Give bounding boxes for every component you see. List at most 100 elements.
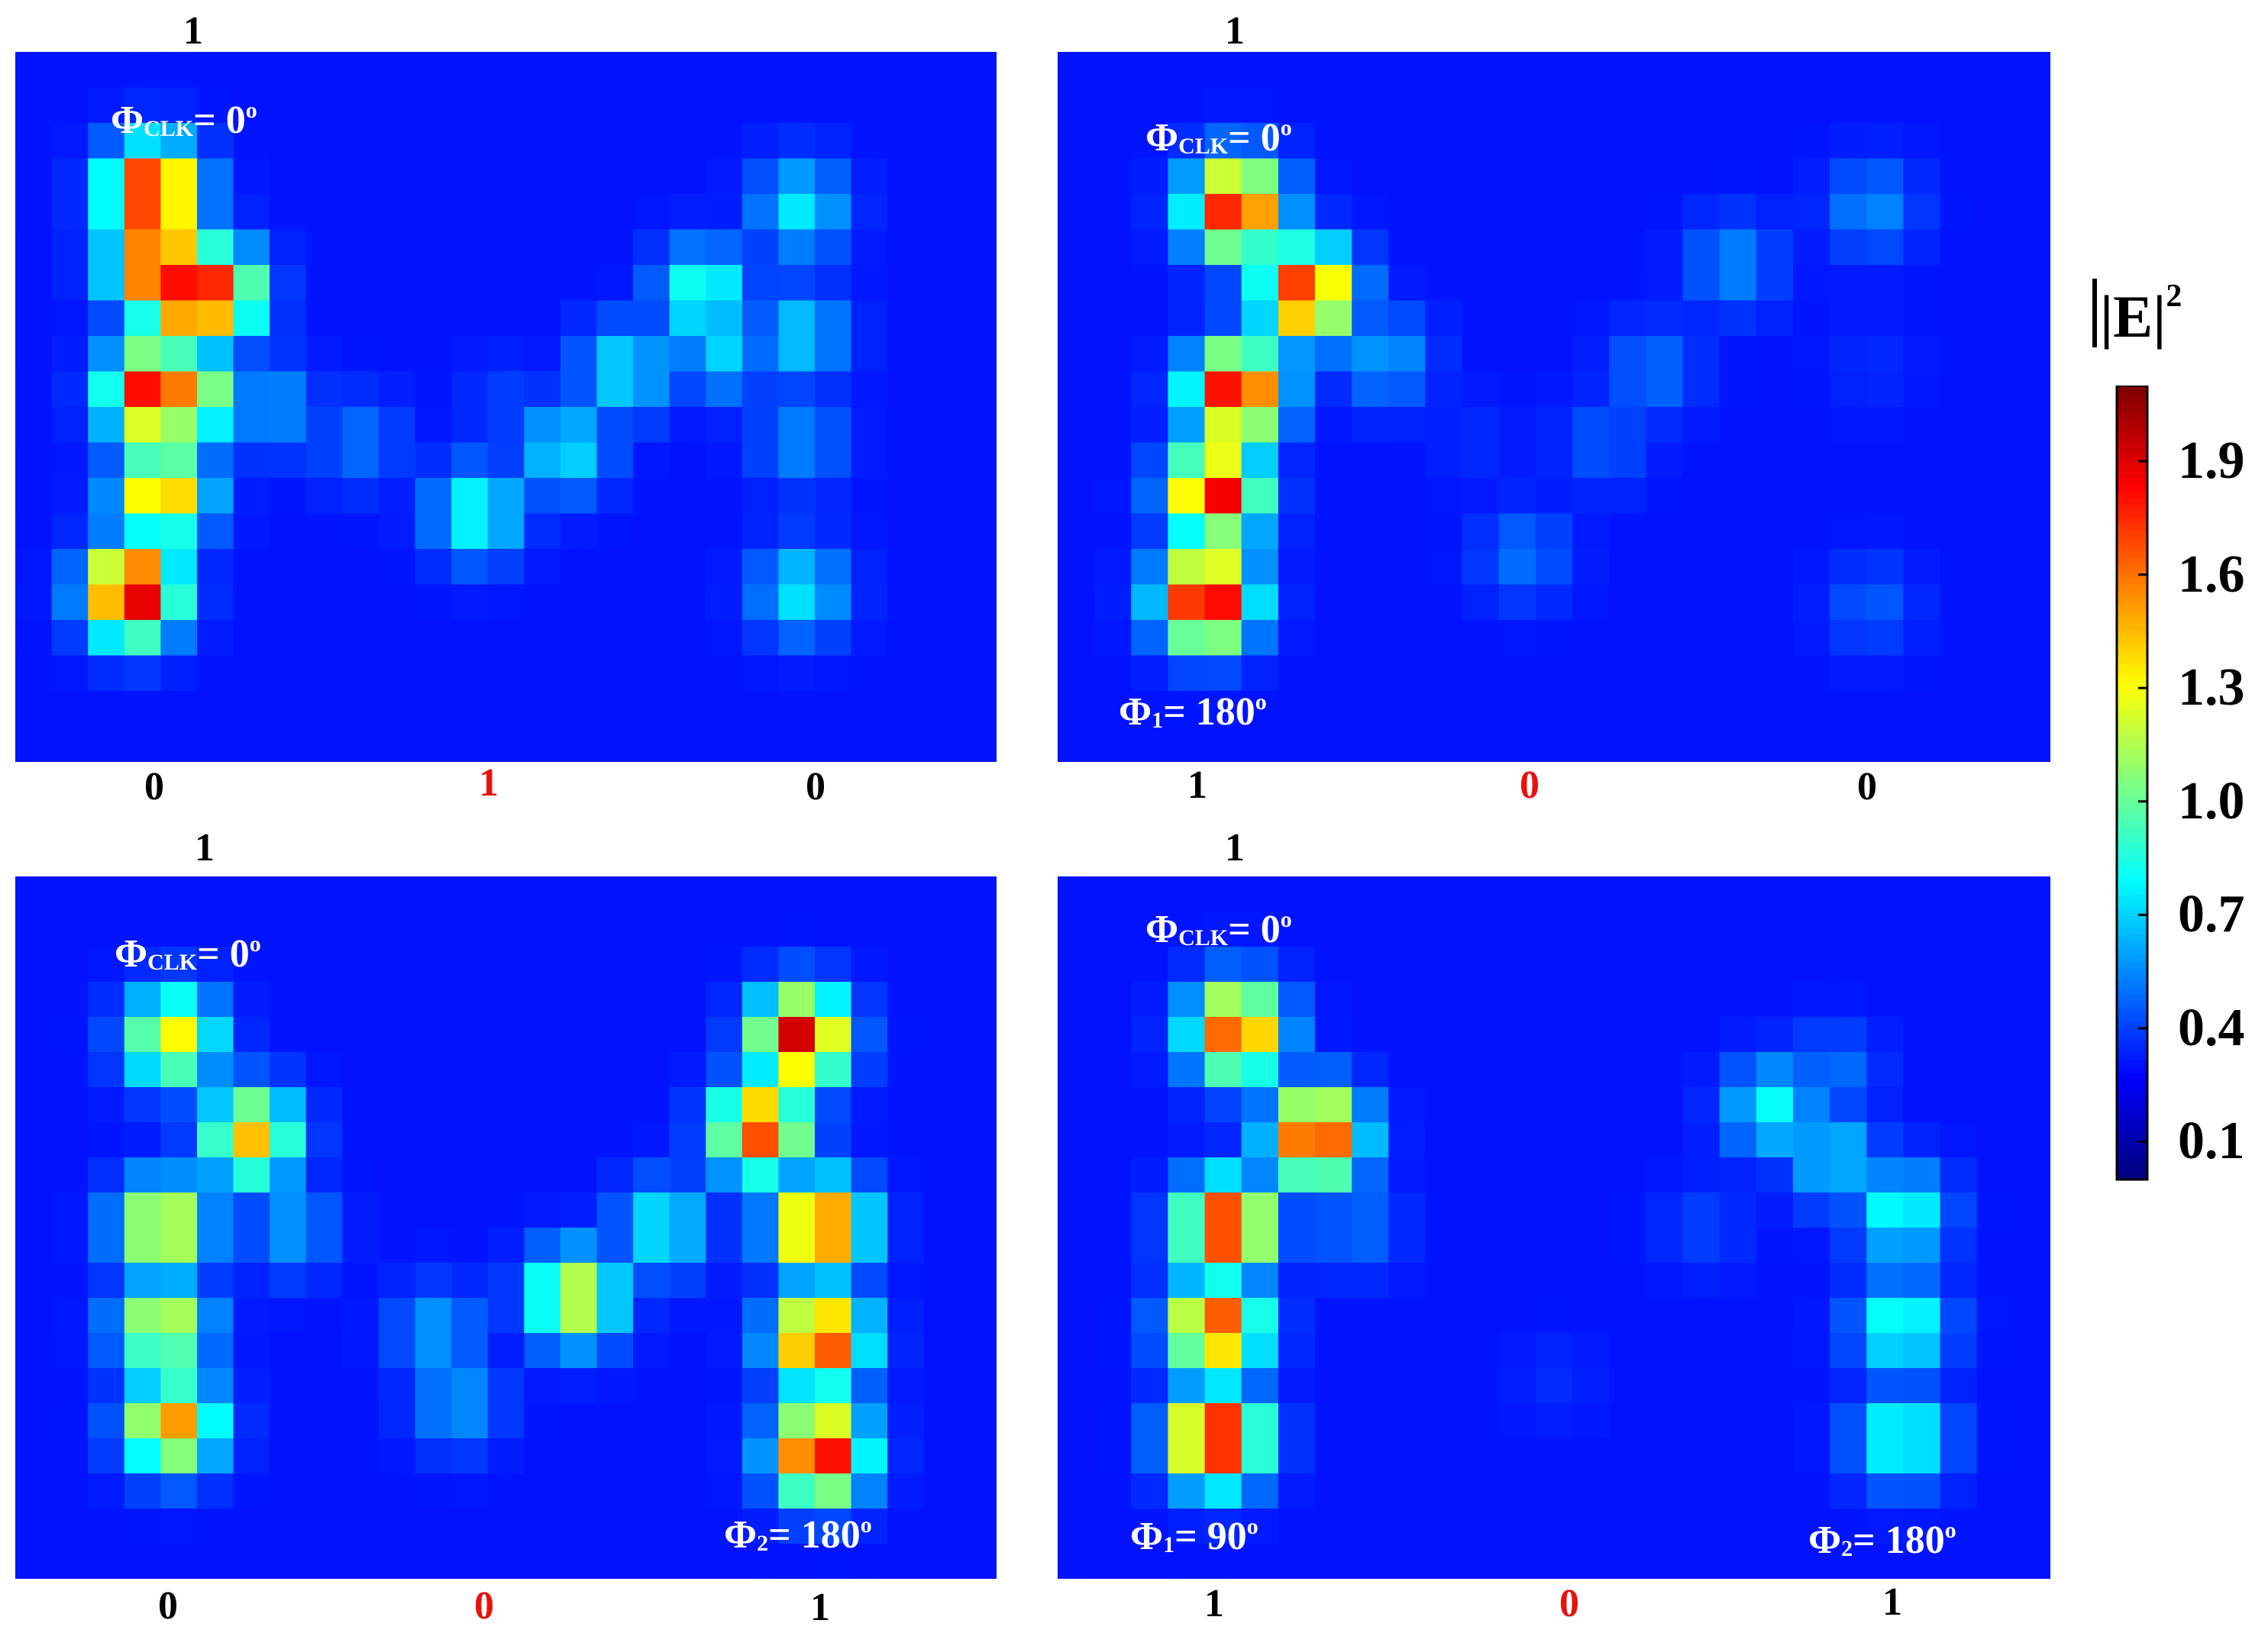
heatmap-cell [1682, 549, 1720, 586]
heatmap-cell [669, 1403, 706, 1439]
bottom-label: 1 [1187, 763, 1207, 807]
heatmap-cell [1535, 158, 1573, 195]
heatmap-cell [197, 1017, 234, 1053]
heatmap-cell [1940, 1298, 1978, 1334]
heatmap-cell [1940, 655, 1978, 692]
heatmap-cell [851, 371, 888, 408]
heatmap-cell [778, 513, 816, 550]
heatmap-cell [51, 982, 89, 1018]
heatmap-cell [1719, 1052, 1757, 1088]
heatmap-cell [51, 947, 89, 983]
heatmap-cell [160, 1017, 198, 1053]
heatmap-cell [778, 876, 816, 912]
heatmap-cell [1719, 1368, 1757, 1404]
heatmap-cell [1793, 1438, 1830, 1474]
heatmap-panel-top-right [1058, 52, 2050, 762]
heatmap-cell [1866, 1087, 1904, 1123]
heatmap-cell [1131, 1263, 1168, 1299]
heatmap-cell [596, 1438, 634, 1474]
heatmap-cell [778, 87, 816, 124]
heatmap-cell [596, 947, 634, 983]
colorbar-segment [2117, 1166, 2147, 1174]
heatmap-cell [15, 584, 53, 621]
heatmap-cell [1866, 1368, 1904, 1404]
heatmap-cell [1682, 1333, 1720, 1369]
heatmap-cell [415, 123, 452, 160]
heatmap-cell [270, 691, 307, 728]
heatmap-cell [596, 655, 634, 692]
heatmap-cell [197, 442, 234, 479]
heatmap-cell [2013, 407, 2050, 444]
heatmap-cell [124, 513, 161, 550]
heatmap-cell [1719, 407, 1757, 444]
heatmap-cell [1425, 265, 1463, 302]
heatmap-cell [160, 1509, 198, 1544]
colorbar-segment [2117, 994, 2147, 1002]
heatmap-cell [233, 947, 270, 983]
heatmap-cell [741, 87, 780, 124]
heatmap-cell [1609, 87, 1646, 124]
colorbar-segment [2117, 1073, 2147, 1081]
colorbar-segment [2117, 445, 2147, 453]
heatmap-cell [487, 726, 525, 762]
heatmap-cell [1131, 1509, 1168, 1544]
heatmap-cell [88, 1473, 125, 1509]
heatmap-cell [1572, 1544, 1610, 1579]
heatmap-cell [1204, 982, 1242, 1018]
heatmap-cell [596, 620, 634, 657]
heatmap-cell [669, 336, 706, 373]
heatmap-cell [233, 229, 270, 266]
heatmap-cell [560, 265, 598, 302]
heatmap-cell [451, 1122, 489, 1158]
heatmap-cell [1903, 1228, 1941, 1263]
heatmap-cell [1498, 726, 1536, 762]
heatmap-cell [1204, 726, 1242, 762]
heatmap-cell [1425, 1052, 1463, 1088]
heatmap-cell [1646, 1438, 1684, 1474]
heatmap-cell [378, 123, 416, 160]
heatmap-cell [1131, 1473, 1168, 1509]
heatmap-cell [451, 513, 489, 550]
heatmap-cell [51, 1403, 89, 1439]
heatmap-cell [1278, 158, 1316, 195]
heatmap-cell [1241, 1263, 1279, 1299]
heatmap-cell [887, 158, 925, 195]
heatmap-cell [1609, 1333, 1646, 1369]
heatmap-cell [1976, 1438, 2014, 1474]
heatmap-cell [669, 194, 706, 231]
heatmap-cell [305, 876, 343, 912]
heatmap-cell [1535, 1263, 1573, 1299]
heatmap-cell [1976, 726, 2014, 762]
heatmap-cell [1793, 1368, 1830, 1404]
heatmap-cell [233, 1228, 270, 1263]
heatmap-cell [1131, 442, 1168, 479]
heatmap-cell [596, 1403, 634, 1439]
heatmap-cell [1315, 584, 1352, 621]
heatmap-cell [633, 158, 670, 195]
heatmap-cell [487, 1333, 525, 1369]
heatmap-cell [88, 1509, 125, 1544]
heatmap-cell [560, 194, 598, 231]
heatmap-cell [2013, 912, 2050, 947]
heatmap-cell [1315, 87, 1352, 124]
heatmap-cell [851, 229, 888, 266]
heatmap-cell [378, 87, 416, 124]
heatmap-cell [2013, 123, 2050, 160]
heatmap-cell [923, 336, 961, 373]
heatmap-cell [1830, 655, 1867, 692]
heatmap-cell [596, 691, 634, 728]
heatmap-cell [815, 87, 852, 124]
heatmap-cell [1646, 371, 1684, 408]
heatmap-cell [596, 478, 634, 515]
colorbar-segment [2117, 749, 2147, 757]
heatmap-cell [524, 726, 561, 762]
heatmap-cell [815, 1017, 852, 1053]
heatmap-cell [1682, 1438, 1720, 1474]
heatmap-cell [1976, 1473, 2014, 1509]
heatmap-cell [560, 52, 598, 89]
heatmap-cell [741, 549, 780, 586]
heatmap-cell [1793, 407, 1830, 444]
heatmap-cell [1756, 876, 1794, 912]
heatmap-cell [1352, 947, 1389, 983]
heatmap-cell [741, 513, 780, 550]
